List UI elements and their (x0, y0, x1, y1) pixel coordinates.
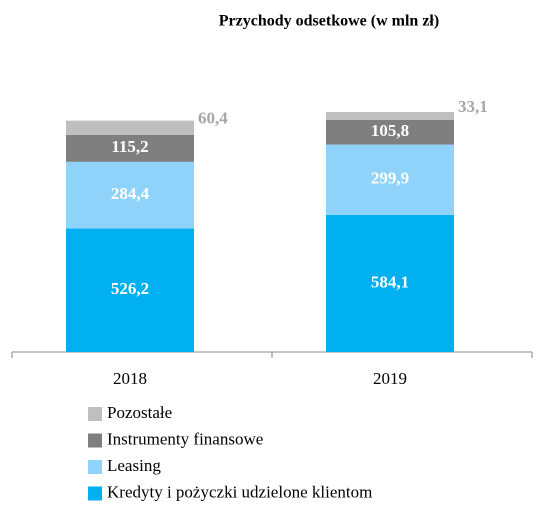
legend-swatch (88, 460, 102, 474)
value-label: 105,8 (371, 121, 409, 140)
x-tick-label: 2018 (113, 369, 147, 388)
bar-segment (326, 144, 454, 215)
bar-segment (326, 214, 454, 352)
bar-segment (66, 134, 194, 162)
bar-segment (66, 161, 194, 229)
chart-title: Przychody odsetkowe (w mln zł) (219, 13, 439, 30)
legend-swatch (88, 407, 102, 421)
value-label: 284,4 (111, 184, 150, 203)
bar-segment (66, 228, 194, 352)
value-label: 115,2 (111, 137, 148, 156)
value-label: 584,1 (371, 272, 409, 291)
value-label: 299,9 (371, 169, 409, 188)
bar-segment (326, 119, 454, 145)
legend-label: Pozostałe (107, 403, 172, 422)
legend-label: Kredyty i pożyczki udzielone klientom (107, 482, 372, 501)
legend-label: Instrumenty finansowe (107, 429, 263, 448)
legend-swatch (88, 486, 102, 501)
bar-segment (66, 120, 194, 135)
bar-segment (326, 112, 454, 120)
value-label: 33,1 (458, 97, 488, 116)
value-label: 60,4 (198, 109, 228, 128)
x-tick-label: 2019 (373, 369, 407, 388)
legend-swatch (88, 433, 102, 448)
legend-label: Leasing (107, 456, 161, 475)
value-label: 526,2 (111, 279, 149, 298)
